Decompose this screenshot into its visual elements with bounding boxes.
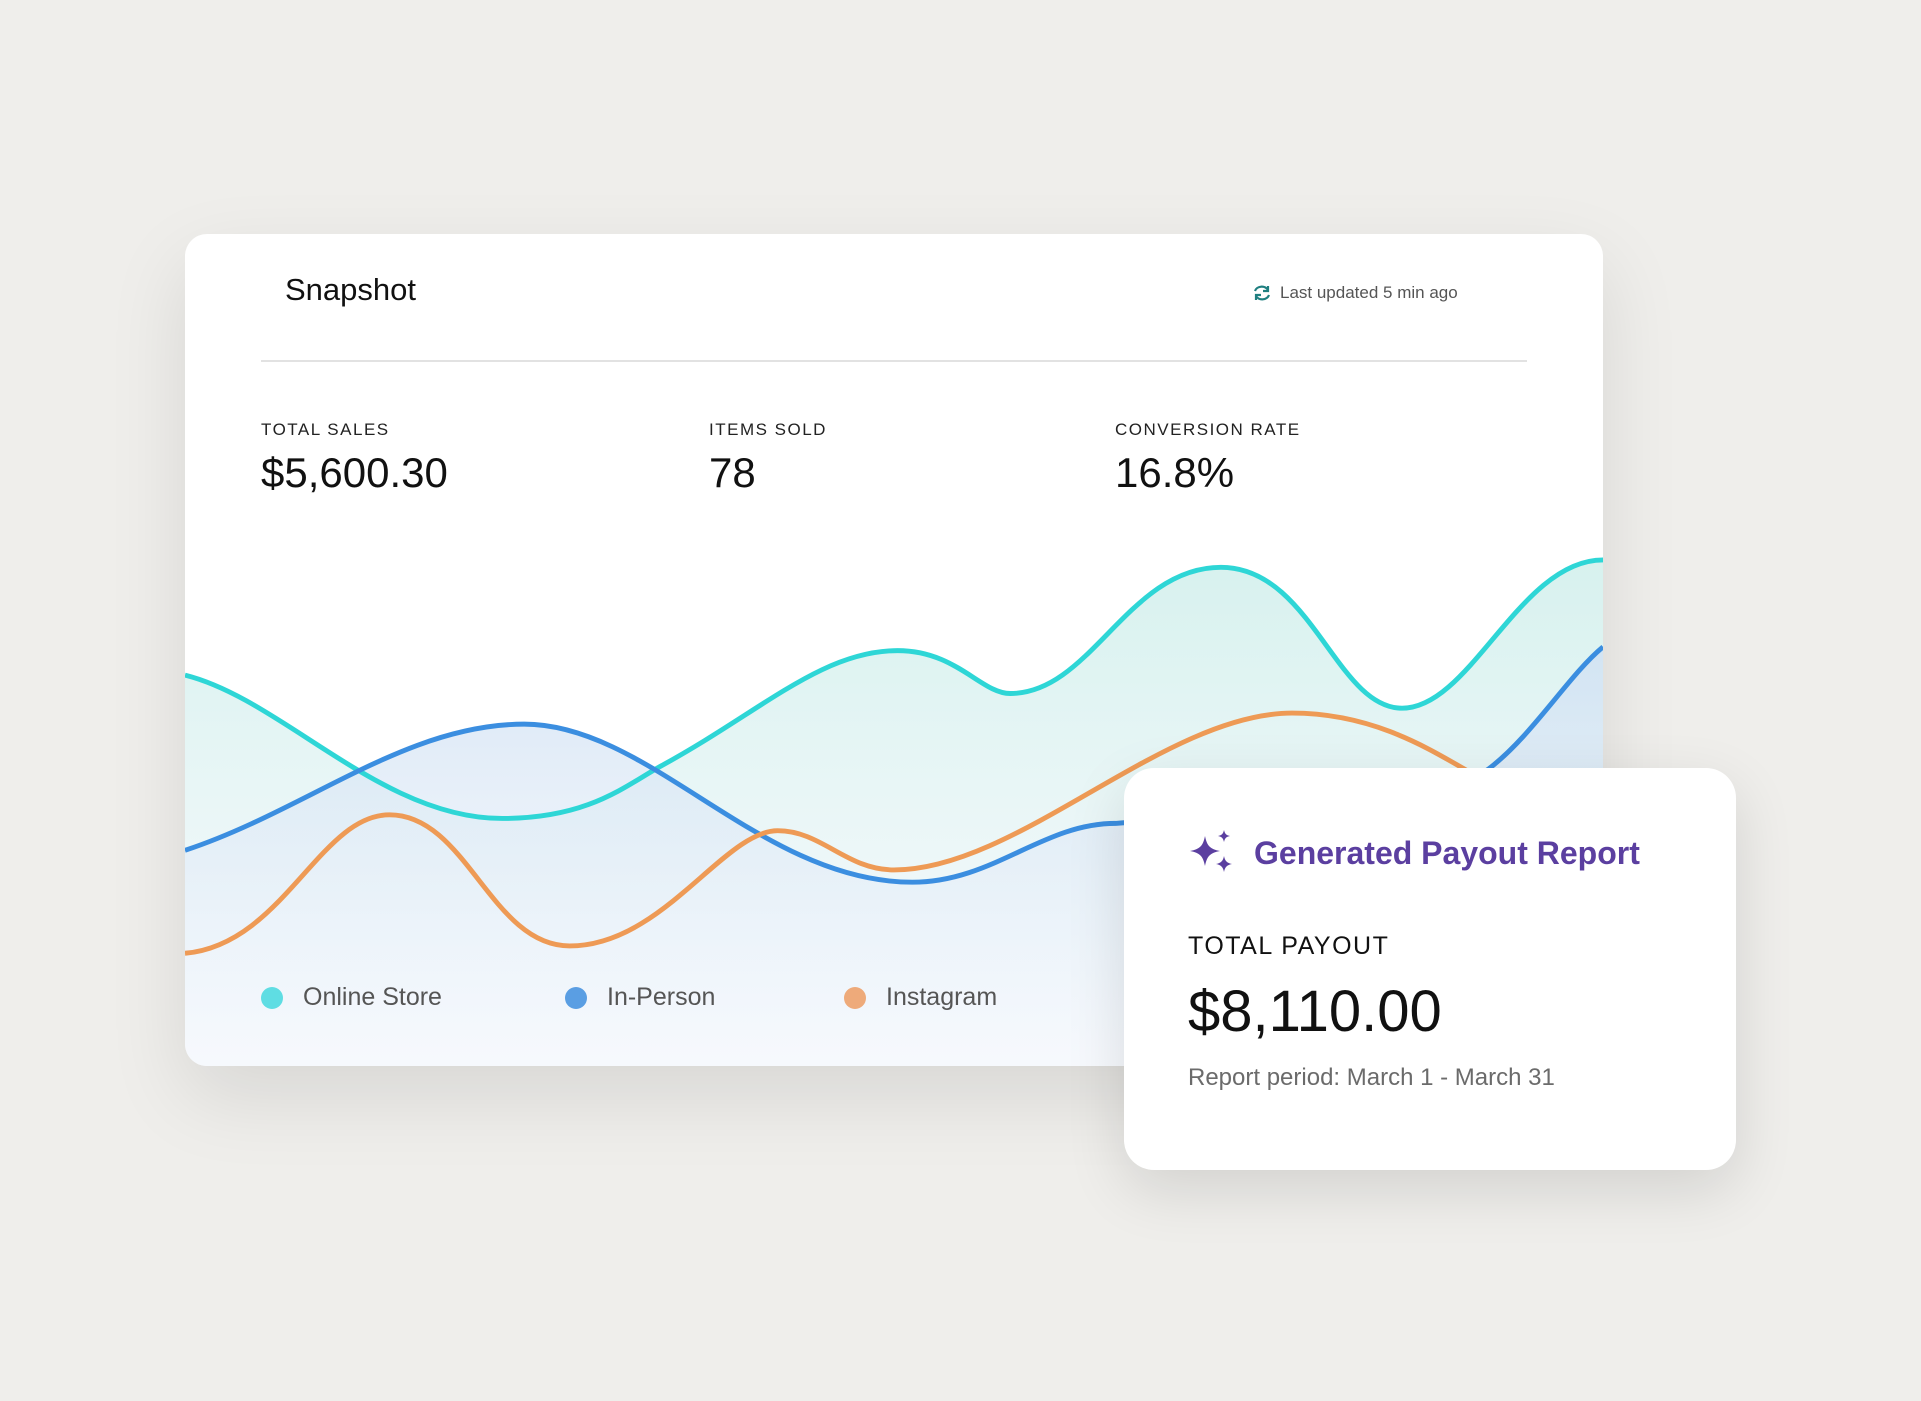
legend-label: Instagram <box>886 983 998 1011</box>
legend-label: Online Store <box>303 983 442 1011</box>
items-sold-value: 78 <box>709 449 756 496</box>
conversion-rate-label: CONVERSION RATE <box>1115 420 1301 439</box>
online-store-line <box>185 557 1603 821</box>
items-sold-label: ITEMS SOLD <box>709 420 827 439</box>
divider <box>261 360 1527 362</box>
conversion-rate-value: 16.8% <box>1115 449 1235 496</box>
total-payout-value: $8,110.00 <box>1188 979 1442 1044</box>
legend-in-person: In-Person <box>565 983 715 1012</box>
legend-instagram: Instagram <box>844 983 997 1012</box>
payout-report-title: Generated Payout Report <box>1188 830 1640 876</box>
instagram-line <box>185 710 1485 956</box>
last-updated-text: Last updated 5 min ago <box>1280 283 1458 302</box>
page-title: Snapshot <box>285 272 416 307</box>
payout-report-card[interactable]: Generated Payout Report TOTAL PAYOUT $8,… <box>1124 768 1736 1170</box>
total-sales-label: TOTAL SALES <box>261 420 390 439</box>
online-store-dot <box>261 986 283 1009</box>
legend-label: In-Person <box>607 983 716 1011</box>
refresh-icon <box>1253 285 1271 301</box>
total-sales-value: $5,600.30 <box>261 449 448 496</box>
in-person-dot <box>565 986 587 1009</box>
last-updated[interactable]: Last updated 5 min ago <box>1252 283 1458 303</box>
legend-online-store: Online Store <box>261 983 442 1012</box>
total-payout-label: TOTAL PAYOUT <box>1188 932 1390 960</box>
sparkle-icon <box>1190 830 1232 872</box>
payout-title-text: Generated Payout Report <box>1254 834 1640 871</box>
report-period: Report period: March 1 - March 31 <box>1188 1064 1555 1091</box>
instagram-dot <box>844 986 866 1009</box>
